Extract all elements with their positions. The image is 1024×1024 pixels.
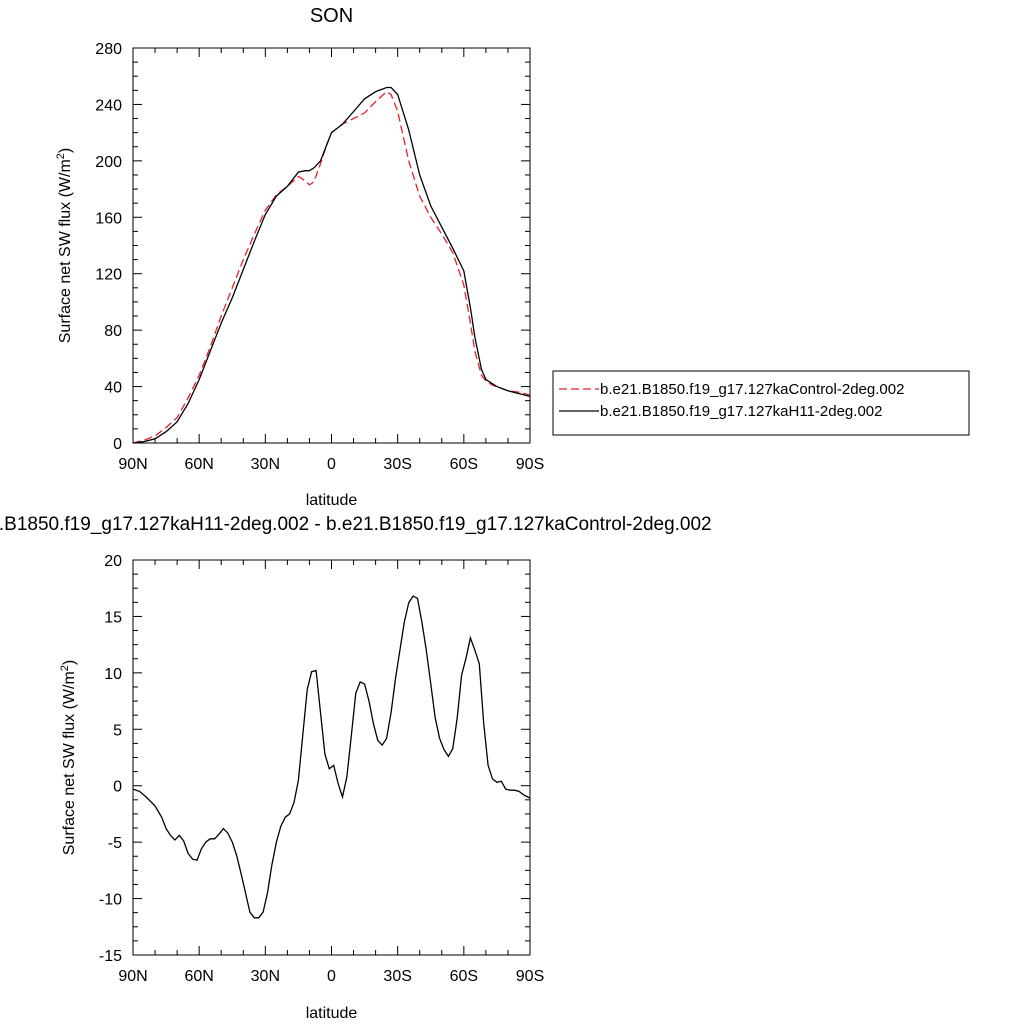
y-tick-label: -10 [99, 892, 122, 909]
y-tick-label: 0 [113, 436, 122, 453]
series-line-0 [132, 595, 531, 919]
y-axis-label-text: Surface net SW flux (W/m [61, 671, 78, 855]
chart-title: SON [310, 5, 353, 27]
x-tick-label: 30N [251, 456, 280, 473]
y-tick-label: 160 [95, 210, 122, 227]
x-tick-label: 0 [327, 968, 336, 985]
x-tick-label: 60S [450, 456, 478, 473]
y-tick-label: 200 [95, 154, 122, 171]
x-tick-label: 30S [383, 456, 411, 473]
legend-box [552, 370, 970, 436]
y-axis-label-text: Surface net SW flux (W/m [57, 159, 74, 343]
x-axis-label: latitude [306, 492, 358, 509]
legend: b.e21.B1850.f19_g17.127kaControl-2deg.00… [552, 370, 970, 436]
y-tick-label: 0 [113, 779, 122, 796]
x-tick-label: 0 [327, 456, 336, 473]
y-axis-label-end: ) [61, 660, 78, 665]
y-tick-label: 20 [104, 553, 122, 570]
bottom-panel-difference: b.e21.B1850.f19_g17.127kaH11-2deg.002 - … [0, 514, 712, 1022]
y-tick-label: 120 [95, 267, 122, 284]
y-tick-label: 10 [104, 666, 122, 683]
chart-title: b.e21.B1850.f19_g17.127kaH11-2deg.002 - … [0, 514, 712, 535]
y-tick-label: 280 [95, 41, 122, 58]
legend-label-0: b.e21.B1850.f19_g17.127kaControl-2deg.00… [600, 381, 904, 398]
y-axis-label: Surface net SW flux (W/m2) [59, 660, 78, 856]
x-axis-label: latitude [306, 1005, 358, 1022]
legend-label-1: b.e21.B1850.f19_g17.127kaH11-2deg.002 [600, 403, 882, 420]
y-axis-label: Surface net SW flux (W/m2) [55, 148, 74, 344]
x-tick-label: 60S [450, 968, 478, 985]
y-tick-label: 240 [95, 97, 122, 114]
y-tick-label: -15 [99, 948, 122, 965]
x-tick-label: 90N [118, 456, 147, 473]
y-axis-label-end: ) [57, 148, 74, 153]
y-axis-label-superscript: 2 [55, 153, 67, 159]
x-tick-label: 60N [184, 968, 213, 985]
y-tick-label: -5 [108, 835, 122, 852]
y-tick-label: 40 [104, 380, 122, 397]
x-tick-label: 60N [184, 456, 213, 473]
series-line-1 [132, 86, 531, 444]
x-tick-label: 90S [516, 456, 544, 473]
x-tick-label: 90S [516, 968, 544, 985]
y-tick-label: 5 [113, 722, 122, 739]
top-panel-son: SON latitude Surface net SW flux (W/m2) 90N… [55, 5, 544, 509]
y-tick-label: 80 [104, 323, 122, 340]
x-tick-label: 30N [251, 968, 280, 985]
plot-frame [132, 559, 531, 956]
y-tick-label: 15 [104, 609, 122, 626]
plot-frame [132, 47, 531, 444]
x-tick-label: 30S [383, 968, 411, 985]
series-line-0 [132, 90, 531, 444]
x-tick-label: 90N [118, 968, 147, 985]
y-axis-label-superscript: 2 [59, 665, 71, 671]
